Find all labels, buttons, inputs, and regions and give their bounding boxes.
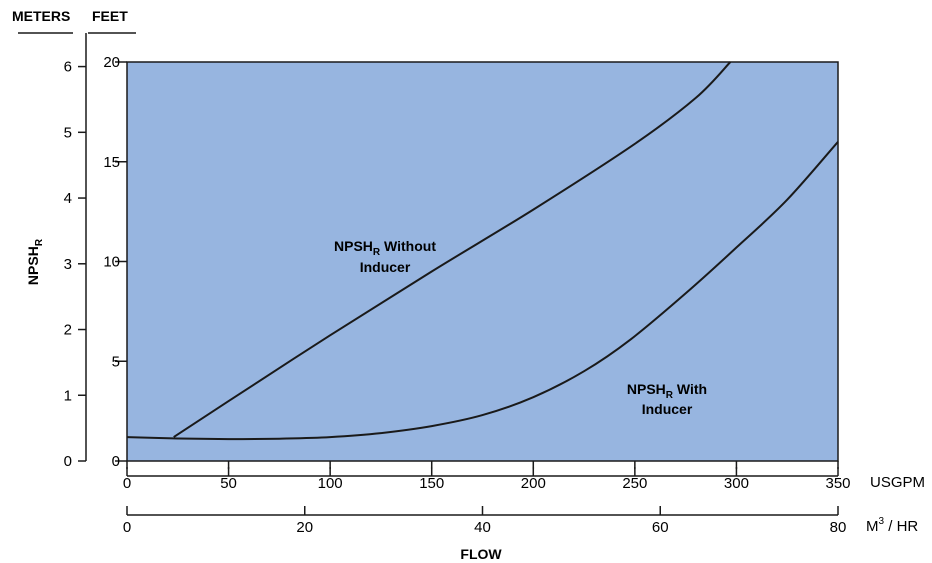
m3hr-unit-rest: / HR	[884, 518, 918, 535]
npsh-with-inducer-line	[126, 141, 839, 441]
with-inducer-label-main: NPSH	[627, 381, 666, 397]
meters-tick-label: 5	[64, 124, 72, 141]
feet-tick-label: 20	[103, 54, 120, 71]
flow-axis-title: FLOW	[460, 546, 502, 562]
series-lines	[126, 61, 839, 441]
plot-area	[126, 61, 839, 462]
npsh-axis-title-main: NPSH	[25, 246, 41, 285]
usgpm-tick-label: 100	[318, 475, 343, 492]
with-inducer-label-rest: With	[673, 381, 707, 397]
feet-tick-label: 10	[103, 254, 120, 271]
meters-tick-label: 4	[64, 190, 72, 207]
meters-tick-label: 3	[64, 256, 72, 273]
m3hr-tick-label: 40	[474, 519, 491, 536]
feet-header: FEET	[92, 8, 128, 24]
m3hr-tick-label: 0	[123, 519, 131, 536]
usgpm-tick-label: 0	[123, 475, 131, 492]
usgpm-tick-label: 150	[419, 475, 444, 492]
meters-header: METERS	[12, 8, 70, 24]
m3hr-unit-main: M	[866, 518, 879, 535]
m3hr-unit-sup: 3	[879, 516, 885, 527]
usgpm-tick-label: 250	[622, 475, 647, 492]
meters-tick-label: 1	[64, 387, 72, 404]
feet-tick-label: 0	[112, 453, 120, 470]
without-inducer-label-rest: Without	[380, 238, 436, 254]
usgpm-ticks: 0 50 100 150 200 250 300 350	[123, 461, 851, 492]
npsh-without-inducer-line	[173, 61, 732, 438]
m3hr-tick-label: 20	[296, 519, 313, 536]
with-inducer-label: NPSHR With	[627, 381, 707, 401]
with-inducer-label-sub: R	[666, 390, 674, 401]
without-inducer-label-line2: Inducer	[360, 259, 411, 275]
usgpm-unit-label: USGPM	[870, 474, 925, 491]
usgpm-tick-label: 50	[220, 475, 237, 492]
npsh-axis-title-subscript: R	[34, 238, 45, 246]
meters-tick-label: 6	[64, 59, 72, 76]
m3hr-unit-label: M3 / HR	[866, 516, 918, 535]
m3hr-tick-label: 80	[830, 519, 847, 536]
meters-tick-label: 2	[64, 322, 72, 339]
with-inducer-label-line2: Inducer	[642, 401, 693, 417]
m3hr-ticks: 0 20 40 60 80	[123, 506, 847, 536]
without-inducer-label: NPSHR Without	[334, 238, 436, 258]
without-inducer-label-sub: R	[373, 247, 381, 258]
usgpm-tick-label: 300	[724, 475, 749, 492]
feet-tick-label: 15	[103, 154, 120, 171]
feet-tick-label: 5	[112, 353, 120, 370]
usgpm-tick-label: 350	[825, 475, 850, 492]
feet-ticks: 0 5 10 15 20	[103, 54, 127, 470]
without-inducer-label-main: NPSH	[334, 238, 373, 254]
meters-ticks: 0 1 2 3 4 5 6	[64, 59, 86, 470]
m3hr-tick-label: 60	[652, 519, 669, 536]
npsh-axis-title: NPSHR	[25, 238, 45, 285]
usgpm-tick-label: 200	[521, 475, 546, 492]
meters-tick-label: 0	[64, 453, 72, 470]
